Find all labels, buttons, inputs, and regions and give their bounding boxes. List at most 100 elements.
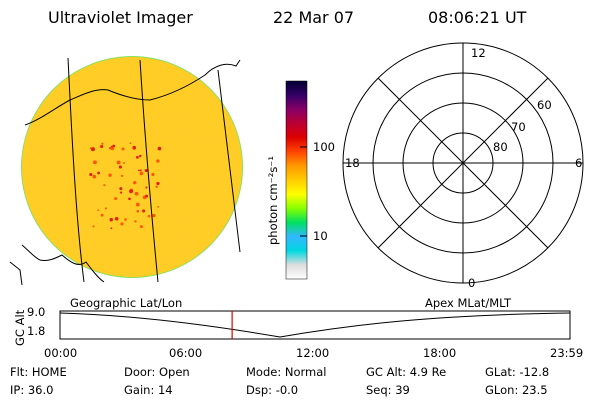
- colorbar-label-100: 100: [313, 140, 335, 154]
- hotspot: [156, 181, 160, 186]
- disk-texture: [22, 57, 242, 277]
- geographic-grid-label: Geographic Lat/Lon: [70, 296, 183, 310]
- status-dsp: Dsp: -0.0: [246, 383, 299, 397]
- status-gain: Gain: 14: [124, 383, 173, 397]
- hotspot: [97, 209, 100, 212]
- apex-grid-label: Apex MLat/MLT: [425, 296, 512, 310]
- image-date: 22 Mar 07: [273, 8, 355, 27]
- time-tick-2359: 23:59: [550, 346, 584, 360]
- hotspot: [124, 218, 127, 221]
- hotspot: [118, 165, 122, 169]
- hotspot: [139, 225, 143, 229]
- hotspot: [145, 186, 148, 189]
- meridian-3: [217, 69, 241, 253]
- colorbar-label-10: 10: [313, 229, 328, 243]
- auroral-image: [21, 56, 243, 278]
- hotspot: [142, 209, 146, 213]
- mlat-label-60: 60: [537, 98, 552, 112]
- hotspot: [110, 227, 113, 230]
- altitude-plot: [59, 310, 571, 340]
- hotspot: [144, 168, 148, 173]
- hotspot: [129, 142, 132, 145]
- coastline-south: [21, 244, 105, 283]
- geo-grid: [9, 57, 241, 286]
- hotspot: [114, 216, 119, 221]
- altitude-ylabel: GC Alt: [13, 309, 27, 346]
- status-seq: Seq: 39: [366, 383, 410, 397]
- meridian-1: [67, 57, 85, 283]
- hotspot: [90, 147, 95, 152]
- coastline-edge: [9, 261, 23, 286]
- hotspot: [129, 189, 133, 194]
- hotspot: [152, 213, 156, 218]
- time-tick-0000: 00:00: [44, 346, 78, 360]
- polar-diagonal-2: [377, 77, 549, 249]
- hotspot: [92, 160, 97, 165]
- hotspot: [100, 213, 104, 217]
- hotspot: [145, 194, 149, 198]
- hotspot: [123, 162, 125, 164]
- hotspot: [101, 142, 104, 145]
- hotspot: [92, 174, 97, 179]
- status-flight: Flt: HOME: [10, 365, 67, 379]
- status-glon: GLon: 23.5: [485, 383, 548, 397]
- mlat-label-80: 80: [493, 140, 508, 154]
- mlt-label-0: 0: [468, 276, 476, 290]
- hotspot: [147, 214, 151, 218]
- hotspot: [134, 191, 139, 196]
- colorbar-units-label: photon cm⁻²s⁻¹: [266, 156, 280, 245]
- polar-plot: [342, 42, 584, 284]
- hotspot: [135, 202, 140, 207]
- hotspot: [120, 222, 124, 226]
- hotspot: [139, 171, 144, 176]
- hotspot: [103, 184, 106, 187]
- altitude-curve: [59, 312, 571, 338]
- instrument-title: Ultraviolet Imager: [48, 8, 193, 27]
- image-time: 08:06:21 UT: [428, 8, 527, 27]
- hotspot: [111, 145, 113, 148]
- hotspot: [108, 173, 112, 177]
- hotspot: [128, 197, 131, 201]
- hotspot: [89, 147, 92, 149]
- hotspot: [92, 225, 95, 228]
- colorbar: [285, 80, 308, 280]
- status-door: Door: Open: [124, 365, 190, 379]
- hotspot: [120, 174, 124, 177]
- hotspot: [116, 160, 121, 165]
- hotspot: [157, 205, 160, 208]
- status-mode: Mode: Normal: [246, 365, 327, 379]
- colorbar-scale: [285, 80, 308, 280]
- hotspot: [157, 146, 162, 151]
- mlat-label-70: 70: [511, 120, 526, 134]
- coastline-north: [24, 59, 241, 126]
- hotspot: [132, 145, 137, 150]
- hotspot: [155, 185, 158, 188]
- hotspot: [120, 191, 123, 194]
- hotspot: [135, 155, 139, 159]
- hotspot: [89, 172, 93, 177]
- hotspot: [100, 144, 104, 148]
- hotspot: [112, 144, 116, 148]
- altitude-ytick-high: 9.0: [27, 305, 46, 319]
- hotspot: [110, 146, 115, 151]
- mlt-label-12: 12: [471, 46, 486, 60]
- disk-hotspots: [89, 142, 162, 230]
- mlt-label-6: 6: [575, 156, 583, 170]
- hotspot: [121, 147, 125, 151]
- hotspot: [119, 187, 123, 191]
- altitude-ytick-low: 1.8: [27, 324, 46, 338]
- mlt-label-18: 18: [345, 156, 360, 170]
- hotspot: [137, 169, 140, 172]
- hotspot: [97, 171, 101, 175]
- hotspot: [139, 169, 142, 172]
- hotspot: [133, 180, 137, 185]
- time-tick-0600: 06:00: [169, 346, 203, 360]
- hotspot: [134, 220, 137, 223]
- hotspot: [139, 154, 142, 158]
- time-tick-1800: 18:00: [423, 346, 457, 360]
- hotspot: [104, 207, 108, 210]
- status-gc-alt: GC Alt: 4.9 Re: [366, 365, 447, 379]
- hotspot: [109, 218, 113, 222]
- meridian-2: [139, 59, 159, 283]
